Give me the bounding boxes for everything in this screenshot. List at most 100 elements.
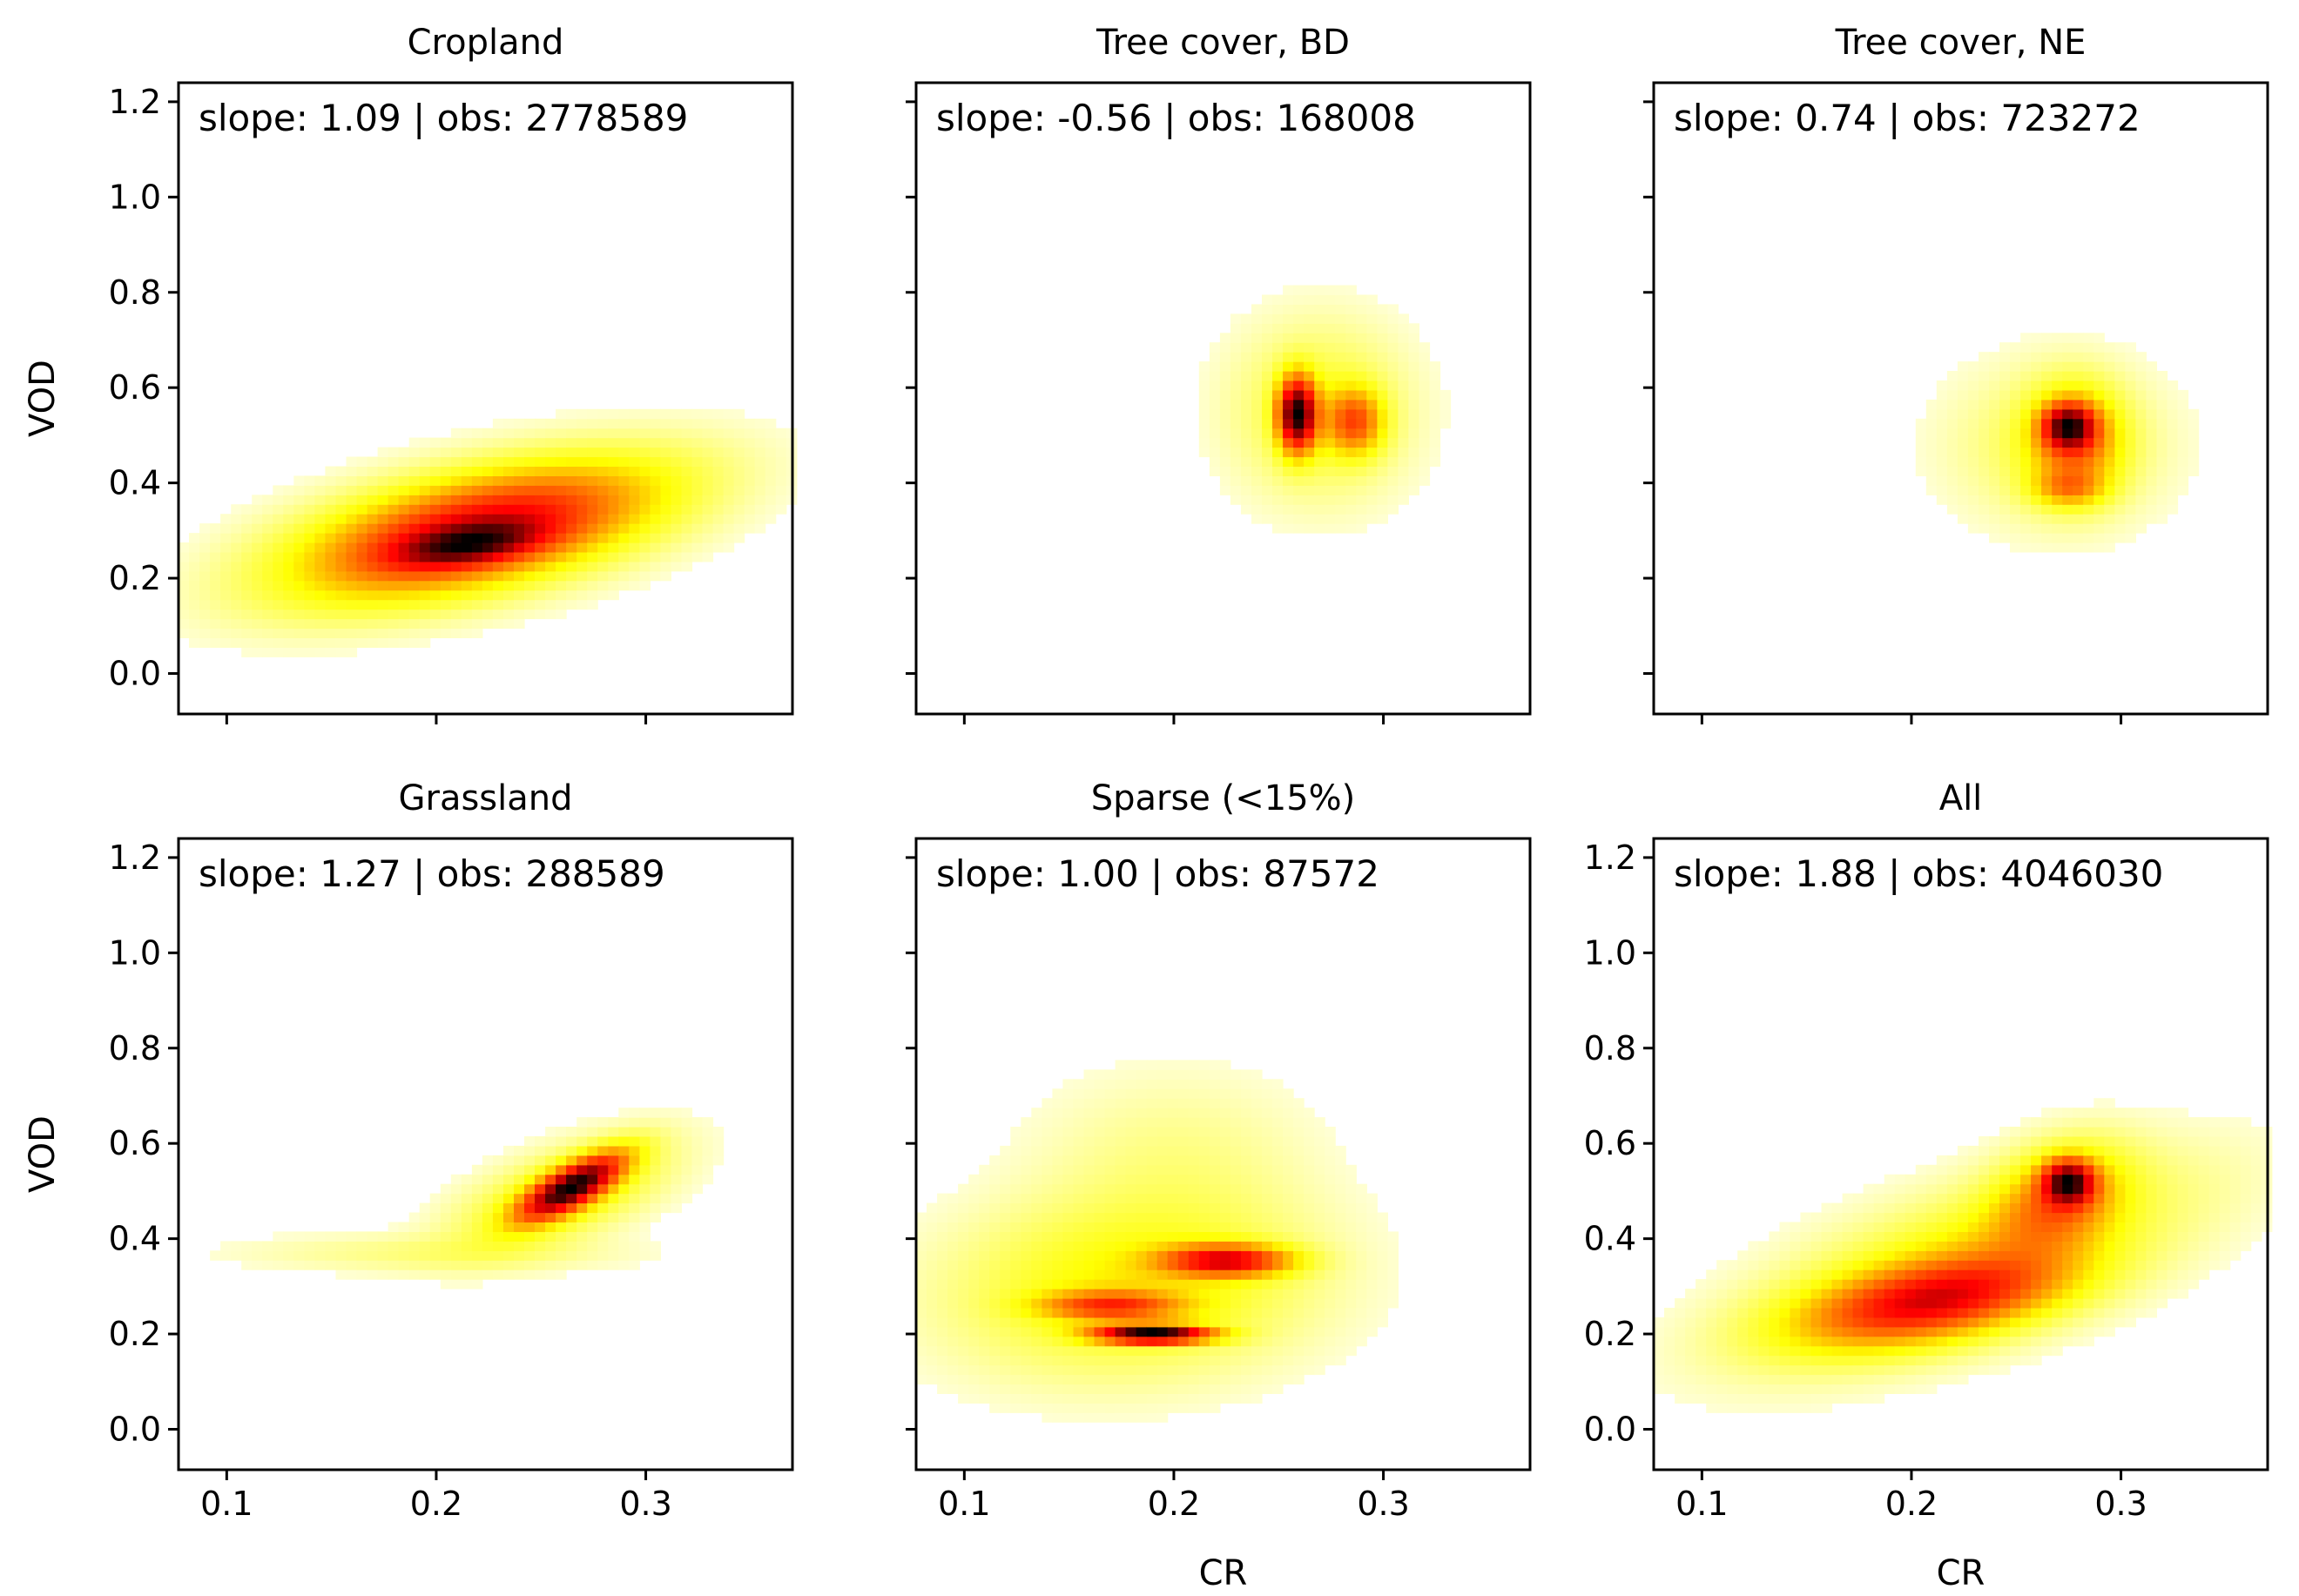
panel-tree-cover-ne-density-cell bbox=[2041, 466, 2053, 476]
panel-sparse-density-cell bbox=[1314, 1222, 1325, 1232]
panel-cropland-density-cell bbox=[660, 437, 671, 448]
panel-tree-cover-ne-density-cell bbox=[2010, 361, 2021, 372]
panel-sparse-density-cell bbox=[1177, 1250, 1190, 1261]
panel-tree-cover-bd-density-cell bbox=[1198, 380, 1210, 391]
panel-sparse-density-cell bbox=[1083, 1336, 1096, 1347]
panel-sparse-density-cell bbox=[1083, 1384, 1096, 1394]
panel-tree-cover-bd-density-cell bbox=[1398, 428, 1409, 439]
panel-all-density-cell bbox=[2104, 1308, 2115, 1318]
panel-all-density-cell bbox=[1748, 1364, 1759, 1376]
panel-sparse-density-cell bbox=[1156, 1108, 1169, 1118]
panel-sparse-density-cell bbox=[1335, 1174, 1346, 1185]
panel-cropland-density-cell bbox=[514, 618, 525, 630]
panel-grassland-density-cell bbox=[471, 1231, 483, 1242]
panel-tree-cover-bd-density-cell bbox=[1251, 485, 1263, 495]
panel-cropland-density-cell bbox=[398, 475, 410, 486]
panel-sparse-density-cell bbox=[1314, 1231, 1325, 1242]
panel-tree-cover-ne-density-cell bbox=[2188, 408, 2200, 420]
panel-sparse-density-cell bbox=[1010, 1155, 1021, 1166]
panel-cropland-density-cell bbox=[587, 589, 598, 601]
panel-sparse-density-cell bbox=[1198, 1117, 1210, 1128]
panel-cropland-density-cell bbox=[597, 495, 609, 505]
panel-all-density-cell bbox=[1989, 1260, 2000, 1270]
panel-tree-cover-bd-density-cell bbox=[1377, 428, 1388, 439]
panel-all-density-cell bbox=[2062, 1279, 2073, 1290]
panel-cropland-density-cell bbox=[597, 589, 609, 601]
panel-all-density-cell bbox=[1905, 1289, 1917, 1299]
panel-cropland-density-cell bbox=[702, 523, 714, 534]
panel-cropland-density-cell bbox=[346, 466, 358, 476]
panel-cropland-density-cell bbox=[650, 475, 661, 486]
panel-sparse-density-cell bbox=[1241, 1088, 1252, 1099]
panel-sparse-density-cell bbox=[1167, 1108, 1179, 1118]
panel-cropland-density-cell bbox=[325, 570, 336, 582]
panel-cropland-density-cell bbox=[681, 447, 693, 458]
panel-all-density-cell bbox=[2020, 1174, 2032, 1185]
panel-sparse-density-cell bbox=[1000, 1289, 1011, 1299]
panel-cropland-density-cell bbox=[293, 504, 305, 515]
panel-all-density-cell bbox=[1873, 1364, 1885, 1376]
panel-all-density-cell bbox=[1979, 1308, 1990, 1318]
panel-tree-cover-ne-density-cell bbox=[2031, 361, 2042, 372]
panel-tree-cover-ne-density-cell bbox=[2041, 495, 2053, 505]
panel-sparse-density-cell bbox=[1219, 1364, 1231, 1376]
panel-tree-cover-ne-density-cell bbox=[2031, 399, 2042, 410]
panel-sparse-density-cell bbox=[958, 1202, 969, 1214]
panel-cropland-density-cell bbox=[461, 552, 473, 562]
panel-grassland-density-cell bbox=[388, 1250, 400, 1261]
panel-sparse-density-cell bbox=[1293, 1250, 1305, 1261]
panel-tree-cover-bd-density-cell bbox=[1325, 418, 1336, 429]
panel-cropland-density-cell bbox=[304, 495, 315, 505]
panel-grassland-density-cell bbox=[597, 1212, 609, 1222]
panel-all-density-cell bbox=[1727, 1403, 1738, 1413]
panel-cropland-density-cell bbox=[335, 542, 347, 553]
panel-sparse-density-cell bbox=[1241, 1384, 1252, 1394]
panel-cropland-density-cell bbox=[524, 609, 536, 620]
panel-tree-cover-ne-density-cell bbox=[1925, 428, 1938, 439]
panel-cropland-density-cell bbox=[314, 514, 326, 524]
panel-tree-cover-ne-density-cell bbox=[2135, 408, 2147, 420]
panel-sparse-density-cell bbox=[927, 1317, 938, 1328]
panel-all-density-cell bbox=[1936, 1355, 1948, 1366]
panel-cropland-density-cell bbox=[335, 589, 347, 601]
panel-all-density-cell bbox=[2010, 1202, 2021, 1214]
panel-all-density-cell bbox=[1769, 1317, 1780, 1328]
panel-tree-cover-bd-density-cell bbox=[1408, 437, 1419, 448]
panel-tree-cover-bd-density-cell bbox=[1325, 380, 1336, 391]
panel-all-density-cell bbox=[1905, 1364, 1917, 1376]
panel-all-density-cell bbox=[1769, 1326, 1780, 1337]
panel-cropland-density-cell bbox=[471, 466, 483, 476]
panel-sparse-density-cell bbox=[1325, 1155, 1336, 1166]
panel-all-density-cell bbox=[1748, 1289, 1759, 1299]
panel-tree-cover-ne-density-cell bbox=[2031, 485, 2042, 495]
panel-sparse-density-cell bbox=[1188, 1298, 1200, 1309]
panel-cropland-density-cell bbox=[231, 504, 242, 515]
panel-cropland-density-cell bbox=[189, 637, 200, 648]
panel-grassland-density-cell bbox=[440, 1202, 452, 1214]
panel-tree-cover-bd-density-cell bbox=[1325, 333, 1336, 343]
panel-sparse-density-cell bbox=[1136, 1250, 1148, 1261]
panel-tree-cover-bd-density-cell bbox=[1241, 495, 1252, 505]
panel-tree-cover-ne-density-cell bbox=[2125, 485, 2136, 495]
panel-cropland-density-cell bbox=[524, 533, 536, 543]
panel-tree-cover-bd-density-cell bbox=[1304, 456, 1315, 467]
panel-all-density-cell bbox=[1810, 1393, 1823, 1404]
panel-sparse-density-cell bbox=[1177, 1202, 1190, 1214]
panel-tree-cover-bd-density-cell bbox=[1429, 399, 1441, 410]
panel-cropland-density-cell bbox=[629, 447, 640, 458]
panel-all-density-cell bbox=[2114, 1155, 2126, 1166]
panel-tree-cover-ne-density-cell bbox=[2041, 485, 2053, 495]
panel-sparse-density-cell bbox=[1293, 1145, 1305, 1156]
panel-grassland-density-cell bbox=[639, 1202, 651, 1214]
panel-all-density-cell bbox=[1716, 1289, 1728, 1299]
panel-cropland-density-cell bbox=[733, 523, 745, 534]
panel-sparse-density-cell bbox=[1031, 1212, 1042, 1222]
panel-all-density-cell bbox=[1831, 1260, 1844, 1270]
panel-cropland-density-cell bbox=[429, 485, 442, 495]
panel-cropland-density-cell bbox=[671, 408, 682, 420]
panel-tree-cover-bd-density-cell bbox=[1377, 333, 1388, 343]
panel-cropland-density-cell bbox=[597, 523, 609, 534]
panel-cropland-density-cell bbox=[514, 456, 525, 467]
panel-cropland-density-cell bbox=[450, 599, 462, 610]
panel-sparse-density-cell bbox=[1052, 1202, 1063, 1214]
